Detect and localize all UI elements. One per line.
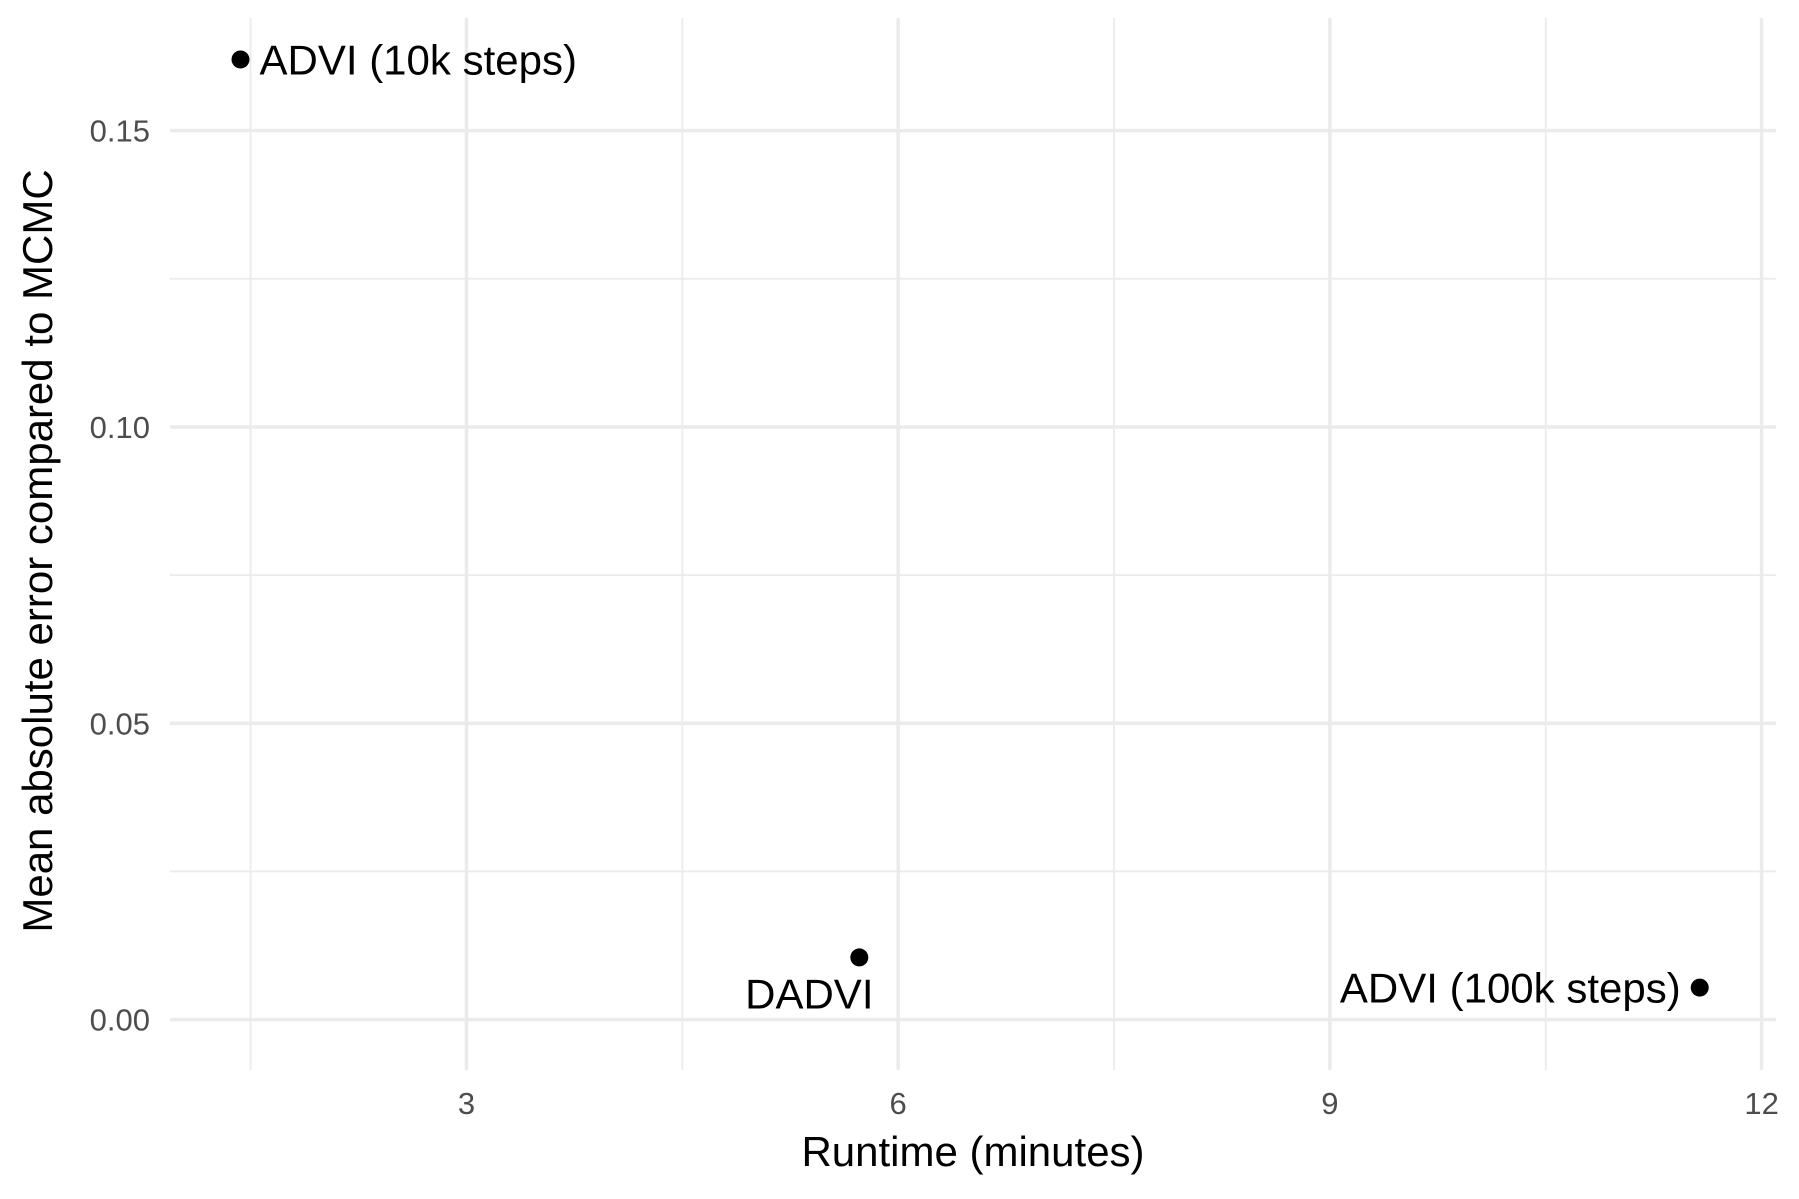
x-tick-label: 6 <box>890 1086 907 1121</box>
major-gridlines <box>170 18 1776 1070</box>
data-point <box>850 948 869 967</box>
y-tick-label: 0.00 <box>90 1003 150 1038</box>
x-axis-title: Runtime (minutes) <box>801 1128 1144 1175</box>
data-point <box>1690 978 1709 997</box>
y-tick-label: 0.15 <box>90 114 150 149</box>
y-axis-title: Mean absolute error compared to MCMC <box>14 169 61 932</box>
x-tick-label: 12 <box>1744 1086 1778 1121</box>
x-axis-tick-labels: 3 6 9 12 <box>458 1086 1779 1121</box>
data-point-label: ADVI (100k steps) <box>1340 965 1681 1012</box>
y-tick-label: 0.05 <box>90 706 150 741</box>
x-tick-label: 3 <box>458 1086 475 1121</box>
data-point-label: ADVI (10k steps) <box>260 36 577 83</box>
data-point-labels: ADVI (10k steps) DADVI ADVI (100k steps) <box>260 36 1681 1017</box>
data-point <box>231 50 250 69</box>
minor-gridlines <box>170 18 1776 1070</box>
data-points <box>231 50 1709 997</box>
y-axis-tick-labels: 0.00 0.05 0.10 0.15 <box>90 114 150 1038</box>
data-point-label: DADVI <box>745 970 873 1017</box>
x-tick-label: 9 <box>1321 1086 1338 1121</box>
y-tick-label: 0.10 <box>90 410 150 445</box>
